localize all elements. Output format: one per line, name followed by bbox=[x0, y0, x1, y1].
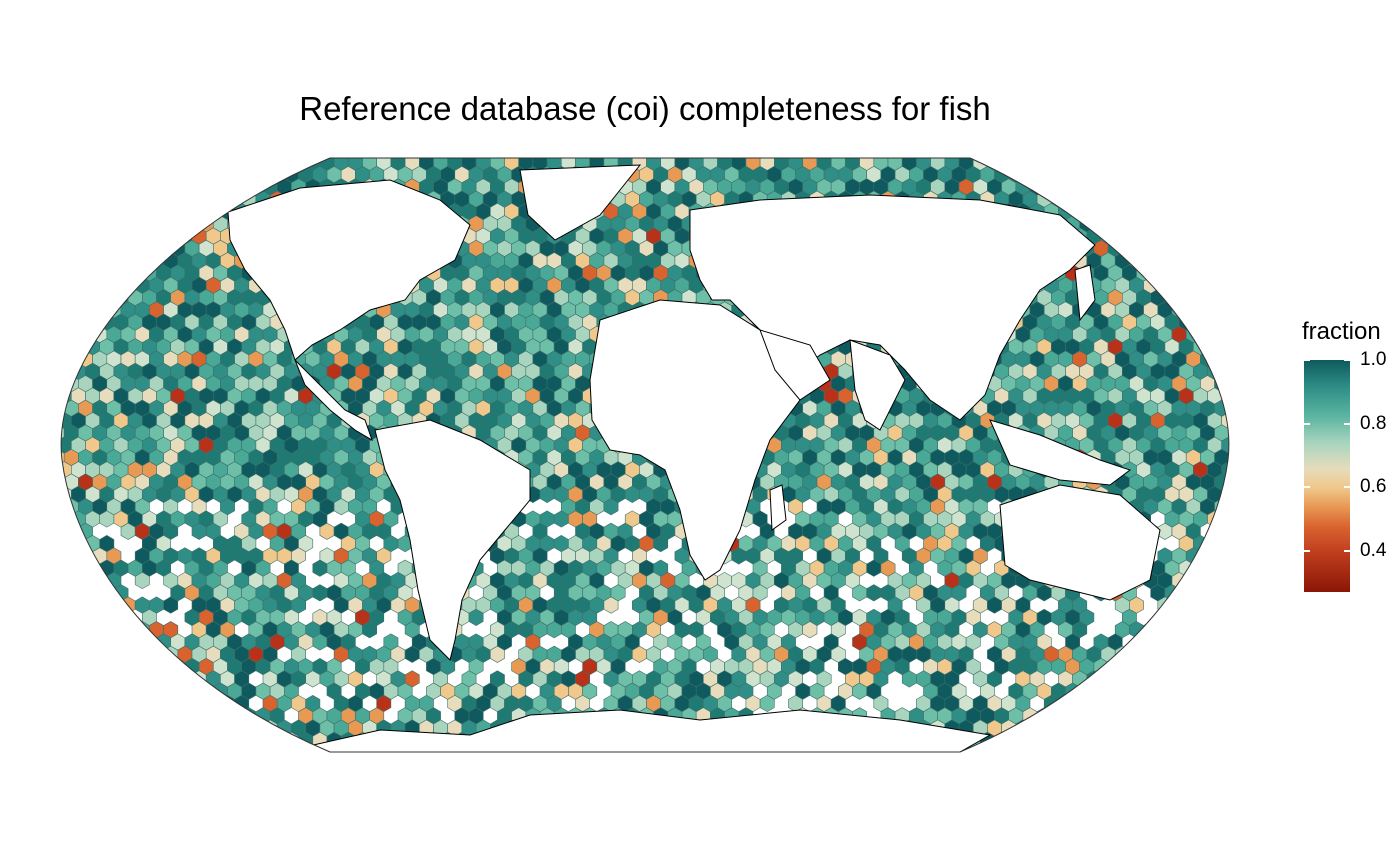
legend-title: fraction bbox=[1302, 318, 1381, 345]
globe-outline bbox=[60, 157, 1230, 753]
land-greenland bbox=[519, 164, 642, 241]
land-south-america bbox=[374, 419, 531, 661]
land-southeast-asia bbox=[989, 419, 1132, 486]
land-india bbox=[849, 339, 906, 431]
legend-tick-label: 1.0 bbox=[1360, 349, 1387, 370]
legend: fraction 1.0 0.8 0.6 0.4 bbox=[1302, 318, 1400, 608]
world-map bbox=[60, 157, 1230, 753]
land-new-zealand bbox=[1174, 579, 1193, 621]
land-antarctica bbox=[299, 709, 992, 752]
land-madagascar bbox=[769, 484, 787, 531]
land-layer bbox=[227, 164, 1193, 752]
legend-tick-label: 0.4 bbox=[1360, 539, 1387, 561]
legend-tick-label: 0.6 bbox=[1360, 476, 1387, 498]
land-north-america bbox=[227, 179, 471, 361]
legend-tick-label: 0.8 bbox=[1360, 412, 1387, 434]
map-title: Reference database (coi) completeness fo… bbox=[299, 90, 991, 127]
land-central-america bbox=[294, 359, 373, 442]
land-australia bbox=[999, 484, 1161, 601]
legend-colorbar bbox=[1304, 360, 1350, 592]
land-japan bbox=[1074, 264, 1096, 322]
land-africa bbox=[589, 299, 801, 581]
